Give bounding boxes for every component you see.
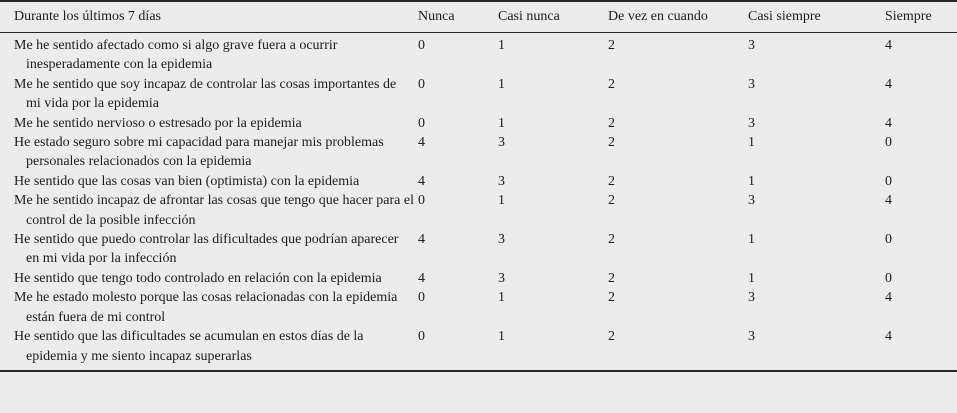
question-text: He estado seguro sobre mi capacidad para… bbox=[14, 135, 384, 170]
score-value: 4 bbox=[885, 193, 892, 209]
question-text: He sentido que las cosas van bien (optim… bbox=[14, 173, 360, 189]
score-value: 1 bbox=[498, 115, 505, 131]
score-value: 2 bbox=[608, 232, 615, 248]
score-value: 4 bbox=[418, 270, 425, 286]
score-value: 2 bbox=[608, 135, 615, 151]
score-value: 0 bbox=[418, 115, 425, 131]
score-value: 3 bbox=[498, 232, 505, 248]
score-value: 4 bbox=[418, 135, 425, 151]
score-value: 2 bbox=[608, 76, 615, 92]
column-header-period: Durante los últimos 7 días bbox=[0, 1, 418, 33]
score-value: 3 bbox=[748, 38, 755, 53]
score-value: 3 bbox=[498, 270, 505, 286]
score-value: 1 bbox=[748, 232, 755, 248]
table-row: He sentido que las cosas van bien (optim… bbox=[0, 172, 957, 191]
score-value: 0 bbox=[418, 193, 425, 209]
table-header-row: Durante los últimos 7 días Nunca Casi nu… bbox=[0, 1, 957, 33]
score-value: 3 bbox=[748, 329, 755, 345]
score-value: 1 bbox=[498, 38, 505, 53]
column-header-nunca: Nunca bbox=[418, 1, 498, 33]
score-value: 3 bbox=[498, 135, 505, 151]
score-value: 3 bbox=[748, 193, 755, 209]
score-value: 4 bbox=[885, 38, 892, 53]
score-value: 4 bbox=[885, 115, 892, 131]
score-value: 2 bbox=[608, 193, 615, 209]
score-value: 1 bbox=[498, 76, 505, 92]
score-value: 1 bbox=[498, 329, 505, 345]
score-value: 0 bbox=[885, 270, 892, 286]
score-value: 2 bbox=[608, 115, 615, 131]
question-text: He sentido que puedo controlar las dific… bbox=[14, 232, 399, 267]
question-text: Me he sentido que soy incapaz de control… bbox=[14, 76, 397, 112]
score-value: 2 bbox=[608, 290, 615, 306]
score-value: 3 bbox=[748, 290, 755, 306]
score-value: 0 bbox=[885, 135, 892, 151]
table-row: Me he sentido nervioso o estresado por l… bbox=[0, 114, 957, 133]
table-row: He sentido que tengo todo controlado en … bbox=[0, 269, 957, 288]
question-text: He sentido que las dificultades se acumu… bbox=[14, 329, 364, 364]
question-text: He sentido que tengo todo controlado en … bbox=[14, 270, 382, 286]
likert-scale-table: Durante los últimos 7 días Nunca Casi nu… bbox=[0, 0, 957, 372]
score-value: 2 bbox=[608, 173, 615, 189]
table-row: Me he sentido incapaz de afrontar las co… bbox=[0, 191, 957, 230]
score-value: 4 bbox=[885, 290, 892, 306]
question-text: Me he sentido incapaz de afrontar las co… bbox=[14, 193, 414, 228]
table-row: He estado seguro sobre mi capacidad para… bbox=[0, 133, 957, 172]
table-row: He sentido que las dificultades se acumu… bbox=[0, 327, 957, 371]
score-value: 1 bbox=[498, 193, 505, 209]
score-value: 4 bbox=[418, 173, 425, 189]
questionnaire-table: Durante los últimos 7 días Nunca Casi nu… bbox=[0, 0, 957, 372]
table-row: Me he sentido afectado como si algo grav… bbox=[0, 33, 957, 75]
score-value: 0 bbox=[418, 329, 425, 345]
table-body: Me he sentido afectado como si algo grav… bbox=[0, 33, 957, 371]
table-row: Me he sentido que soy incapaz de control… bbox=[0, 75, 957, 114]
score-value: 4 bbox=[885, 76, 892, 92]
score-value: 0 bbox=[885, 173, 892, 189]
score-value: 3 bbox=[498, 173, 505, 189]
question-text: Me he sentido nervioso o estresado por l… bbox=[14, 115, 302, 131]
table-row: Me he estado molesto porque las cosas re… bbox=[0, 288, 957, 327]
score-value: 2 bbox=[608, 270, 615, 286]
table-row: He sentido que puedo controlar las dific… bbox=[0, 230, 957, 269]
score-value: 3 bbox=[748, 76, 755, 92]
score-value: 0 bbox=[418, 38, 425, 53]
score-value: 1 bbox=[748, 173, 755, 189]
question-text: Me he sentido afectado como si algo grav… bbox=[14, 38, 338, 73]
column-header-casi-nunca: Casi nunca bbox=[498, 1, 608, 33]
column-header-casi-siempre: Casi siempre bbox=[748, 1, 885, 33]
score-value: 0 bbox=[418, 290, 425, 306]
score-value: 1 bbox=[748, 135, 755, 151]
score-value: 2 bbox=[608, 38, 615, 53]
score-value: 1 bbox=[748, 270, 755, 286]
score-value: 2 bbox=[608, 329, 615, 345]
column-header-siempre: Siempre bbox=[885, 1, 957, 33]
score-value: 4 bbox=[418, 232, 425, 248]
column-header-de-vez-en-cuando: De vez en cuando bbox=[608, 1, 748, 33]
question-text: Me he estado molesto porque las cosas re… bbox=[14, 290, 398, 325]
score-value: 1 bbox=[498, 290, 505, 306]
score-value: 3 bbox=[748, 115, 755, 131]
score-value: 0 bbox=[418, 76, 425, 92]
score-value: 0 bbox=[885, 232, 892, 248]
score-value: 4 bbox=[885, 329, 892, 345]
